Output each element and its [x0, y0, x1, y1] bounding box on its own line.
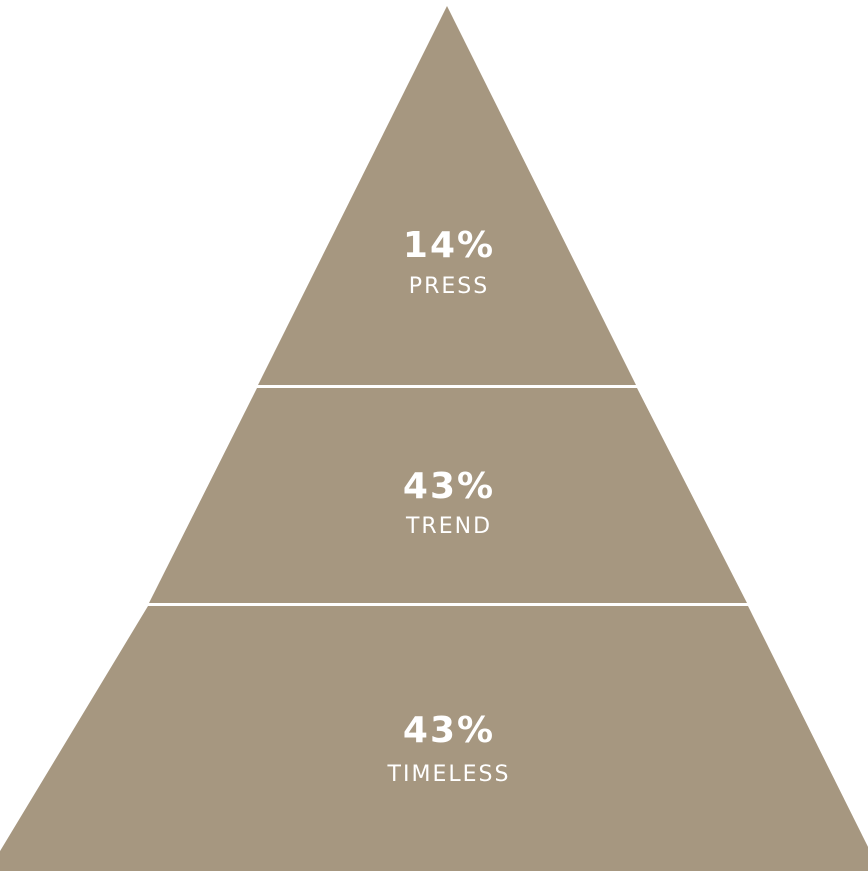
pyramid-tier-trend	[149, 388, 747, 603]
timeless-percent: 43%	[403, 710, 495, 751]
press-label: PRESS	[409, 274, 489, 299]
press-percent: 14%	[403, 225, 495, 266]
trend-label: TREND	[405, 514, 492, 539]
timeless-label: TIMELESS	[387, 762, 511, 787]
trend-percent: 43%	[403, 466, 495, 507]
pyramid-tier-timeless	[0, 606, 868, 871]
pyramid-tier-press	[258, 6, 636, 385]
